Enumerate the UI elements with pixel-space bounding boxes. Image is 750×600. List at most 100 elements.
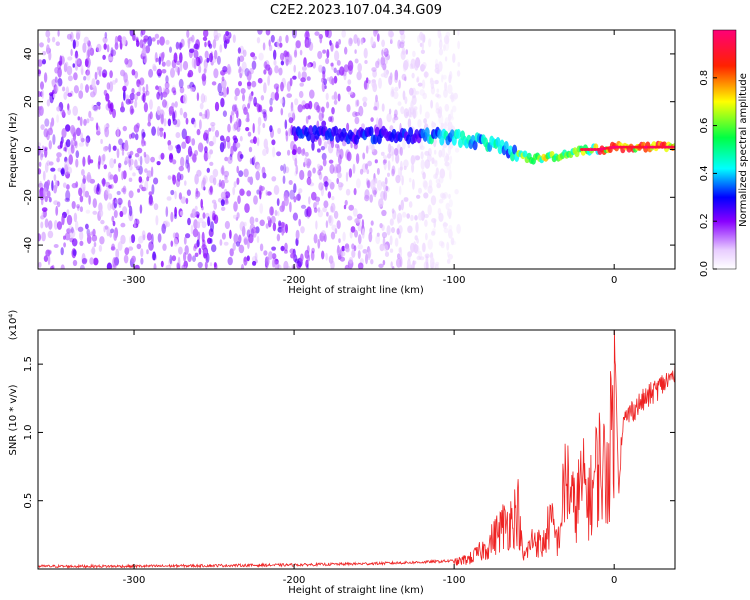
- heatmap-cell: [301, 148, 306, 156]
- heatmap-cell: [362, 96, 368, 103]
- heatmap-cell: [338, 38, 341, 45]
- heatmap-cell: [113, 174, 118, 184]
- heatmap-cell: [113, 158, 117, 164]
- heatmap-cell: [203, 95, 207, 103]
- heatmap-cell: [409, 63, 414, 70]
- heatmap-cell: [111, 80, 117, 85]
- heatmap-cell: [75, 127, 81, 137]
- heatmap-cell: [142, 92, 146, 103]
- heatmap-cell: [116, 126, 120, 138]
- heatmap-cell: [185, 154, 190, 165]
- heatmap-cell: [38, 142, 41, 147]
- heatmap-cell: [329, 205, 334, 213]
- heatmap-cell: [352, 163, 356, 174]
- heatmap-cell: [145, 83, 149, 93]
- heatmap-cell: [92, 198, 98, 209]
- heatmap-cell: [391, 208, 395, 214]
- heatmap-cell: [399, 41, 405, 49]
- heatmap-cell: [274, 65, 279, 74]
- heatmap-cell: [406, 213, 411, 219]
- heatmap-cell: [205, 252, 210, 263]
- heatmap-cell: [115, 78, 118, 83]
- heatmap-cell: [269, 97, 273, 106]
- heatmap-cell: [414, 155, 421, 161]
- heatmap-cell: [343, 204, 347, 210]
- heatmap-cell: [138, 156, 142, 162]
- y-tick-label: 0.5: [23, 493, 34, 509]
- heatmap-cell: [202, 36, 208, 41]
- heatmap-cell: [430, 99, 433, 109]
- heatmap-cell: [398, 204, 402, 211]
- heatmap-cell: [91, 246, 96, 255]
- heatmap-cell: [176, 60, 181, 66]
- heatmap-cell: [112, 264, 117, 269]
- heatmap-cell: [280, 165, 284, 172]
- heatmap-cell: [328, 255, 334, 264]
- heatmap-cell: [236, 177, 240, 185]
- heatmap-cell: [123, 90, 126, 101]
- top-x-axis: -300 -200 -100 0: [123, 30, 617, 286]
- y-tick-label: 20: [23, 95, 34, 108]
- heatmap-cell: [374, 189, 377, 198]
- heatmap-cell: [76, 30, 81, 39]
- heatmap-cell: [358, 234, 362, 245]
- heatmap-cell: [269, 125, 273, 133]
- heatmap-cell: [177, 66, 180, 76]
- heatmap-cell: [224, 191, 231, 199]
- heatmap-cell: [295, 164, 299, 175]
- heatmap-cell: [276, 86, 279, 94]
- heatmap-cell: [253, 155, 256, 163]
- heatmap-cell: [336, 177, 340, 185]
- heatmap-cell: [183, 266, 187, 269]
- heatmap-cell: [173, 90, 177, 96]
- heatmap-cell: [119, 210, 124, 218]
- heatmap-cell: [337, 172, 342, 179]
- heatmap-cell: [432, 159, 438, 164]
- heatmap-cell: [203, 30, 209, 38]
- heatmap-cell: [110, 49, 117, 57]
- snr-series-line: [38, 330, 675, 569]
- heatmap-cell: [79, 240, 84, 246]
- heatmap-cell: [221, 206, 226, 211]
- heatmap-cell: [202, 177, 206, 187]
- heatmap-cell: [331, 107, 335, 115]
- heatmap-cell: [122, 206, 128, 215]
- heatmap-cell: [317, 207, 321, 213]
- heatmap-cell: [179, 61, 183, 72]
- heatmap-cell: [257, 124, 261, 135]
- heatmap-cell: [146, 170, 153, 179]
- heatmap-cell: [307, 115, 311, 120]
- heatmap-cell: [162, 243, 167, 251]
- heatmap-cell: [402, 211, 407, 218]
- heatmap-cell: [395, 153, 400, 164]
- heatmap-cell: [248, 146, 253, 153]
- heatmap-cell: [317, 238, 321, 249]
- heatmap-cell: [256, 235, 260, 244]
- y-tick-label: -20: [23, 189, 34, 205]
- heatmap-cell: [400, 160, 403, 172]
- heatmap-cell: [193, 58, 197, 70]
- heatmap-cell: [194, 205, 198, 211]
- heatmap-cell: [441, 193, 447, 200]
- heatmap-cell: [244, 203, 250, 214]
- heatmap-cell: [112, 199, 116, 205]
- heatmap-cell: [102, 73, 107, 78]
- heatmap-cell: [318, 182, 324, 191]
- heatmap-cell: [42, 187, 48, 198]
- heatmap-cell: [454, 189, 459, 195]
- heatmap-cell: [354, 111, 360, 117]
- heatmap-cell: [283, 50, 288, 58]
- heatmap-cell: [370, 36, 374, 47]
- heatmap-cell: [62, 86, 66, 92]
- heatmap-cell: [389, 235, 393, 246]
- heatmap-cell: [236, 212, 240, 219]
- heatmap-cell: [147, 121, 152, 127]
- heatmap-cell: [159, 130, 164, 138]
- heatmap-cell: [407, 143, 411, 149]
- heatmap-core-cell: [592, 148, 598, 151]
- heatmap-cell: [199, 119, 202, 130]
- heatmap-cell: [256, 189, 261, 195]
- heatmap-cell: [78, 187, 83, 197]
- heatmap-cell: [87, 48, 91, 55]
- heatmap-cell: [56, 157, 60, 163]
